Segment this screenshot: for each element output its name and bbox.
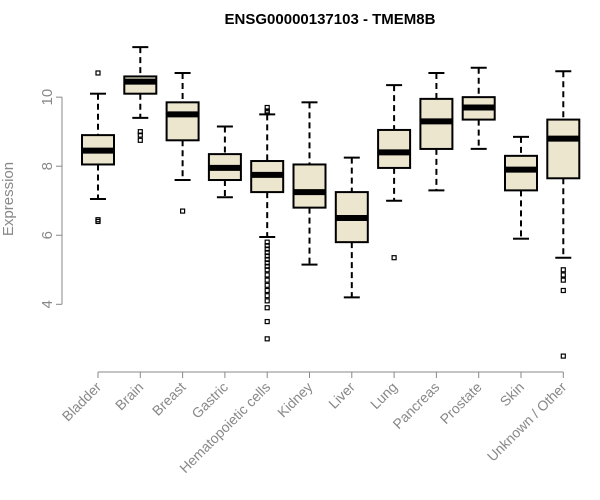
outlier-point bbox=[264, 287, 270, 294]
outlier-point bbox=[137, 129, 143, 135]
outlier-point bbox=[560, 277, 566, 283]
outlier-point bbox=[560, 287, 566, 294]
boxes-group bbox=[81, 46, 581, 359]
x-tick-label: Liver bbox=[325, 379, 358, 412]
outlier-point bbox=[264, 336, 270, 342]
outlier-point bbox=[264, 293, 270, 299]
outlier-point bbox=[391, 255, 397, 261]
outlier-point bbox=[264, 104, 270, 111]
box-unknown-other bbox=[546, 70, 581, 359]
y-axis-label: Expression bbox=[0, 162, 17, 236]
box-breast bbox=[165, 71, 200, 214]
x-tick-label: Lung bbox=[367, 379, 400, 412]
outlier-point bbox=[180, 208, 186, 214]
iqr-box bbox=[377, 128, 412, 169]
box-skin bbox=[504, 135, 538, 240]
x-tick-label: Brain bbox=[112, 379, 146, 413]
box-prostate bbox=[461, 66, 496, 150]
outlier-point bbox=[95, 70, 101, 76]
outlier-point bbox=[264, 298, 270, 304]
chart-title: ENSG00000137103 - TMEM8B bbox=[225, 11, 436, 28]
iqr-box bbox=[165, 101, 200, 142]
y-tick-label: 8 bbox=[39, 162, 56, 170]
x-tick-label: Prostate bbox=[437, 379, 485, 427]
outlier-point bbox=[264, 318, 270, 325]
y-tick-label: 10 bbox=[39, 89, 56, 106]
iqr-box bbox=[292, 163, 327, 209]
outlier-point bbox=[560, 267, 566, 273]
iqr-box bbox=[504, 154, 538, 192]
outlier-point bbox=[264, 282, 270, 288]
outlier-point bbox=[264, 239, 270, 245]
box-gastric bbox=[207, 125, 242, 199]
box-bladder bbox=[81, 70, 115, 225]
x-tick-label: Skin bbox=[497, 379, 528, 410]
box-kidney bbox=[292, 101, 327, 266]
box-brain bbox=[123, 46, 158, 143]
y-tick-label: 6 bbox=[39, 231, 56, 239]
box-pancreas bbox=[419, 71, 454, 192]
box-liver bbox=[334, 156, 369, 299]
outlier-point bbox=[264, 272, 270, 278]
x-tick-label: Kidney bbox=[274, 379, 316, 421]
x-tick-label: Pancreas bbox=[389, 379, 442, 432]
outlier-point bbox=[264, 305, 270, 311]
y-tick-label: 4 bbox=[39, 300, 56, 308]
x-tick-label: Bladder bbox=[59, 379, 105, 425]
outlier-point bbox=[264, 277, 270, 283]
y-axis: 4 6 8 10 bbox=[39, 89, 63, 308]
outlier-point bbox=[137, 137, 143, 143]
x-tick-label: Breast bbox=[149, 379, 189, 419]
outlier-point bbox=[560, 353, 566, 359]
box-hematopoietic-cells bbox=[250, 104, 285, 342]
x-tick-label: Unknown / Other bbox=[484, 379, 570, 465]
outlier-point bbox=[560, 272, 566, 278]
iqr-box bbox=[546, 118, 581, 180]
outlier-point bbox=[95, 217, 101, 223]
box-lung bbox=[377, 84, 412, 261]
